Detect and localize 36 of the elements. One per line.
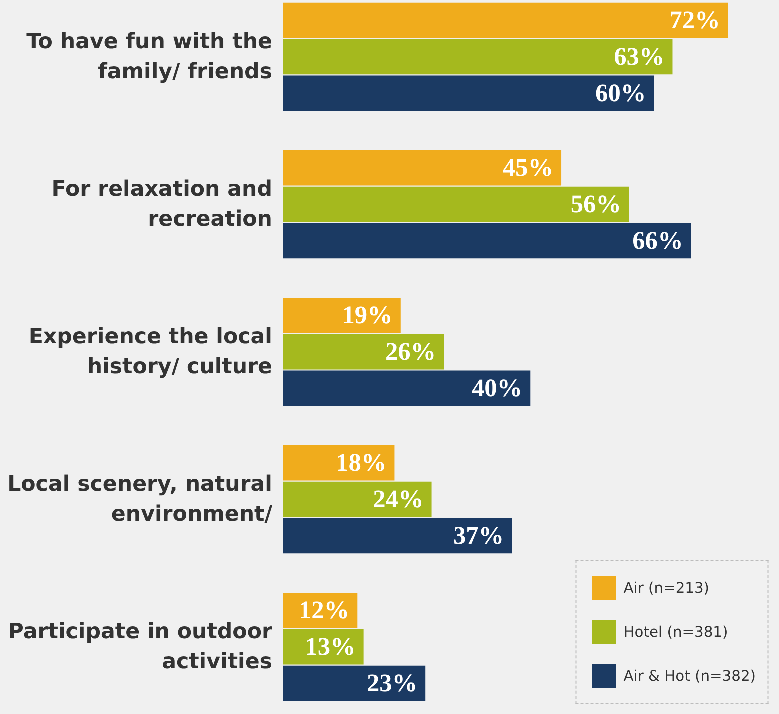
- y-tick-label: Local scenery, natural environment/: [8, 472, 273, 528]
- data-label: 23%: [366, 670, 418, 698]
- y-tick-label: Participate in outdoor activities: [8, 620, 273, 675]
- data-label: 60%: [596, 79, 646, 108]
- y-tick-label: For relaxation and recreation: [52, 177, 273, 232]
- legend-label: Hotel (n=381): [624, 624, 728, 640]
- bar: [284, 518, 512, 554]
- data-label: 45%: [502, 154, 554, 182]
- data-label: 26%: [385, 338, 436, 366]
- data-label: 66%: [632, 226, 684, 255]
- data-label: 72%: [670, 6, 720, 35]
- bar: [284, 370, 531, 406]
- bar: [284, 298, 401, 334]
- legend-label: Air & Hot (n=382): [624, 668, 756, 684]
- data-label: 40%: [472, 374, 523, 402]
- data-label: 56%: [570, 190, 622, 218]
- bar: [284, 334, 444, 370]
- bar: [284, 482, 432, 518]
- data-label: 18%: [336, 449, 387, 478]
- bar: [284, 186, 630, 222]
- bar: [284, 76, 654, 112]
- data-label: 13%: [305, 633, 356, 662]
- y-tick-label: Experience the local history/ culture: [28, 324, 273, 380]
- bar: [284, 2, 728, 38]
- data-label: 24%: [373, 486, 424, 514]
- bar: [284, 150, 562, 186]
- data-label: 63%: [614, 42, 665, 71]
- bar: [284, 445, 395, 481]
- bar: [284, 223, 692, 259]
- bar: [284, 666, 426, 702]
- legend-label: Air (n=213): [624, 580, 710, 596]
- bar: [284, 39, 673, 75]
- y-tick-label: To have fun with the family/ friends: [26, 29, 273, 84]
- data-label: 37%: [453, 522, 504, 550]
- data-label: 19%: [342, 302, 393, 330]
- data-label: 12%: [298, 596, 350, 625]
